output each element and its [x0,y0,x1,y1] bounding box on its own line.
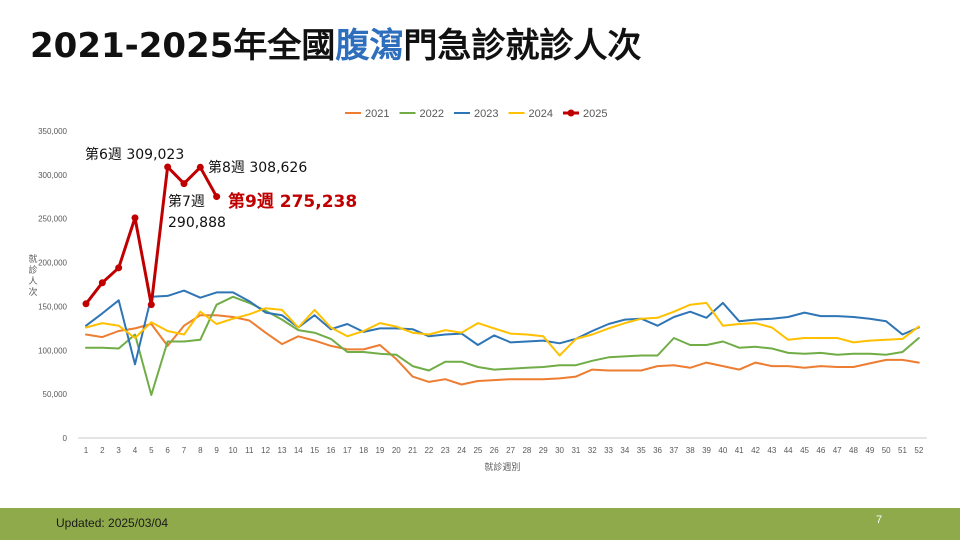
x-tick-label: 16 [326,446,335,455]
x-tick-label: 52 [914,446,923,455]
x-tick-label: 35 [637,446,646,455]
x-tick-label: 47 [833,446,842,455]
y-tick-label: 300,000 [38,171,67,180]
legend-label-2023: 2023 [474,108,498,120]
x-tick-label: 1 [84,446,89,455]
annotation-week6: 第6週 309,023 [85,146,184,163]
x-tick-label: 6 [165,446,170,455]
x-tick-label: 19 [375,446,384,455]
x-tick-label: 13 [278,446,287,455]
x-tick-label: 11 [245,446,254,455]
series-point-2025 [196,163,204,171]
x-tick-label: 18 [359,446,368,455]
x-tick-label: 27 [506,446,515,455]
x-tick-label: 29 [539,446,548,455]
x-tick-label: 20 [392,446,401,455]
x-tick-label: 51 [898,446,907,455]
legend-label-2025: 2025 [583,108,607,120]
x-tick-label: 2 [100,446,105,455]
series-point-2025 [164,163,172,171]
x-tick-label: 28 [522,446,531,455]
x-tick-label: 39 [702,446,711,455]
y-tick-label: 350,000 [38,127,67,136]
footer-bar [0,508,960,540]
x-tick-label: 49 [865,446,874,455]
x-tick-label: 10 [229,446,238,455]
annotation-week7-value: 290,888 [168,215,226,231]
x-tick-label: 34 [620,446,629,455]
updated-date: Updated: 2025/03/04 [56,516,169,530]
x-tick-label: 48 [849,446,858,455]
x-tick-label: 17 [343,446,352,455]
x-tick-label: 26 [490,446,499,455]
y-tick-label: 150,000 [38,302,67,311]
x-tick-label: 38 [686,446,695,455]
series-point-2025 [180,180,188,188]
annotation-week9: 第9週 275,238 [228,191,357,212]
x-tick-label: 14 [294,446,303,455]
y-axis-title: 就診人次 [28,253,37,298]
x-tick-label: 33 [604,446,613,455]
x-tick-label: 30 [555,446,564,455]
page-number: 7 [876,514,883,526]
x-tick-label: 22 [424,446,433,455]
y-tick-label: 200,000 [38,259,67,268]
x-tick-label: 23 [441,446,450,455]
x-tick-label: 40 [718,446,727,455]
x-tick-label: 43 [767,446,776,455]
x-tick-label: 37 [669,446,678,455]
x-tick-label: 45 [800,446,809,455]
series-line-2025 [84,165,219,307]
x-tick-label: 25 [473,446,482,455]
legend-label-2022: 2022 [420,108,444,120]
x-axis-title: 就診週別 [484,461,520,473]
line-chart: 0 50,000 100,000 150,000 200,000 250,000 300,0… [28,108,927,473]
x-tick-label: 4 [133,446,138,455]
x-tick-label: 3 [116,446,121,455]
series-point-2025 [147,301,155,309]
x-tick-label: 32 [588,446,597,455]
x-tick-label: 36 [653,446,662,455]
annotation-week8: 第8週 308,626 [208,159,307,176]
legend-marker-2025 [567,109,575,117]
x-tick-label: 5 [149,446,154,455]
y-tick-label: 100,000 [38,346,67,355]
x-tick-label: 12 [261,446,270,455]
x-tick-label: 15 [310,446,319,455]
x-tick-label: 44 [784,446,793,455]
x-tick-label: 31 [571,446,580,455]
series-line-2021 [85,314,920,386]
x-tick-label: 50 [882,446,891,455]
title-part2: 門急診就診人次 [403,26,642,66]
legend-label-2021: 2021 [365,108,389,120]
x-tick-label: 42 [751,446,760,455]
x-tick-label: 9 [214,446,219,455]
x-tick-label: 46 [816,446,825,455]
series-point-2025 [98,279,106,287]
page-title: 2021-2025年全國腹瀉門急診就診人次 [30,18,641,67]
series-line-2023 [85,289,920,366]
y-tick-label: 0 [63,434,68,443]
series-point-2025 [82,300,90,308]
title-highlight: 腹瀉 [335,26,404,66]
series-point-2025 [131,214,139,222]
series-point-2025 [115,264,123,272]
x-tick-label: 21 [408,446,417,455]
series-point-2025 [213,193,221,201]
x-tick-label: 7 [182,446,187,455]
title-part1: 2021-2025年全國 [30,26,336,66]
x-tick-label: 8 [198,446,203,455]
y-tick-label: 50,000 [43,390,68,399]
series-line-2024 [85,301,920,357]
annotation-week7-label: 第7週 [168,193,205,210]
x-tick-label: 24 [457,446,466,455]
series-line-2022 [85,295,920,396]
y-tick-label: 250,000 [38,215,67,224]
x-tick-label: 41 [735,446,744,455]
legend-label-2024: 2024 [529,108,553,120]
